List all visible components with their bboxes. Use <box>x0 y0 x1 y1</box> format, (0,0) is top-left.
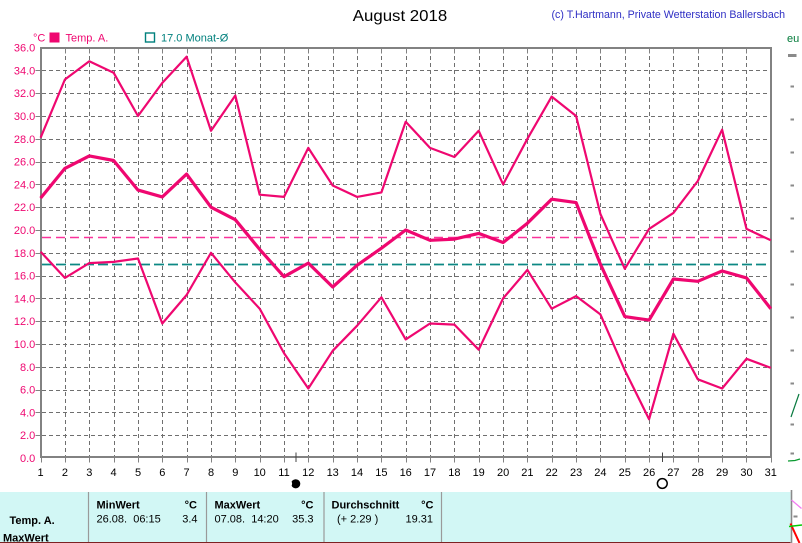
svg-text:24.0: 24.0 <box>14 179 35 191</box>
svg-text:eu: eu <box>787 33 799 45</box>
svg-text:°C: °C <box>301 500 313 512</box>
svg-text:20: 20 <box>497 467 509 479</box>
svg-text:19: 19 <box>473 467 485 479</box>
svg-text:20.0: 20.0 <box>14 225 35 237</box>
svg-text:MinWert: MinWert <box>97 500 141 512</box>
svg-text:27: 27 <box>667 467 679 479</box>
svg-text:35.3: 35.3 <box>292 514 313 526</box>
svg-text:29: 29 <box>716 467 728 479</box>
svg-text:24: 24 <box>594 467 606 479</box>
svg-text:2.0: 2.0 <box>20 430 35 442</box>
svg-text:30: 30 <box>740 467 752 479</box>
svg-text:18: 18 <box>448 467 460 479</box>
svg-text:4.0: 4.0 <box>20 407 35 419</box>
svg-text:7: 7 <box>184 467 190 479</box>
svg-text:34.0: 34.0 <box>14 65 35 77</box>
svg-text:MaxWert: MaxWert <box>3 533 49 543</box>
svg-text:31: 31 <box>765 467 777 479</box>
svg-text:10: 10 <box>254 467 266 479</box>
svg-text:Temp. A.: Temp. A. <box>10 515 55 527</box>
svg-text:07.08. 14:20: 07.08. 14:20 <box>215 514 279 526</box>
svg-text:28: 28 <box>692 467 704 479</box>
svg-text:23: 23 <box>570 467 582 479</box>
svg-text:15: 15 <box>375 467 387 479</box>
svg-text:8.0: 8.0 <box>20 362 35 374</box>
svg-text:°C: °C <box>421 500 433 512</box>
svg-text:8: 8 <box>208 467 214 479</box>
svg-text:August 2018: August 2018 <box>353 8 448 25</box>
svg-text:14.0: 14.0 <box>14 293 35 305</box>
svg-text:2: 2 <box>62 467 68 479</box>
svg-text:17.0 Monat-Ø: 17.0 Monat-Ø <box>161 33 229 45</box>
svg-text:22: 22 <box>546 467 558 479</box>
svg-text:4: 4 <box>111 467 117 479</box>
svg-text:13: 13 <box>327 467 339 479</box>
svg-text:14: 14 <box>351 467 363 479</box>
svg-text:19.31: 19.31 <box>405 514 433 526</box>
svg-text:(+ 2.29 ): (+ 2.29 ) <box>337 514 378 526</box>
svg-text:0.0: 0.0 <box>20 453 35 465</box>
svg-text:11: 11 <box>278 467 289 479</box>
svg-text:6: 6 <box>159 467 165 479</box>
svg-text:26: 26 <box>643 467 655 479</box>
svg-text:12: 12 <box>302 467 314 479</box>
svg-text:26.0: 26.0 <box>14 157 35 169</box>
svg-text:22.0: 22.0 <box>14 202 35 214</box>
svg-text:°C: °C <box>185 500 197 512</box>
svg-text:1: 1 <box>38 467 44 479</box>
svg-text:3: 3 <box>86 467 92 479</box>
svg-text:Durchschnitt: Durchschnitt <box>332 500 400 512</box>
svg-text:28.0: 28.0 <box>14 134 35 146</box>
svg-text:16.0: 16.0 <box>14 271 35 283</box>
svg-text:10.0: 10.0 <box>14 339 35 351</box>
svg-text:MaxWert: MaxWert <box>215 500 261 512</box>
svg-text:5: 5 <box>135 467 141 479</box>
svg-text:6.0: 6.0 <box>20 385 35 397</box>
svg-text:25: 25 <box>619 467 631 479</box>
svg-text:9: 9 <box>232 467 238 479</box>
svg-text:Temp. A.: Temp. A. <box>66 33 109 45</box>
svg-text:32.0: 32.0 <box>14 88 35 100</box>
svg-text:°C: °C <box>33 33 45 45</box>
svg-text:12.0: 12.0 <box>14 316 35 328</box>
svg-text:17: 17 <box>424 467 436 479</box>
svg-text:36.0: 36.0 <box>14 43 35 55</box>
svg-text:30.0: 30.0 <box>14 111 35 123</box>
svg-text:3.4: 3.4 <box>182 514 197 526</box>
svg-text:18.0: 18.0 <box>14 248 35 260</box>
svg-text:(c) T.Hartmann, Private Wetter: (c) T.Hartmann, Private Wetterstation Ba… <box>552 9 786 21</box>
svg-text:16: 16 <box>400 467 412 479</box>
svg-text:21: 21 <box>521 467 533 479</box>
svg-text:26.08. 06:15: 26.08. 06:15 <box>97 514 161 526</box>
